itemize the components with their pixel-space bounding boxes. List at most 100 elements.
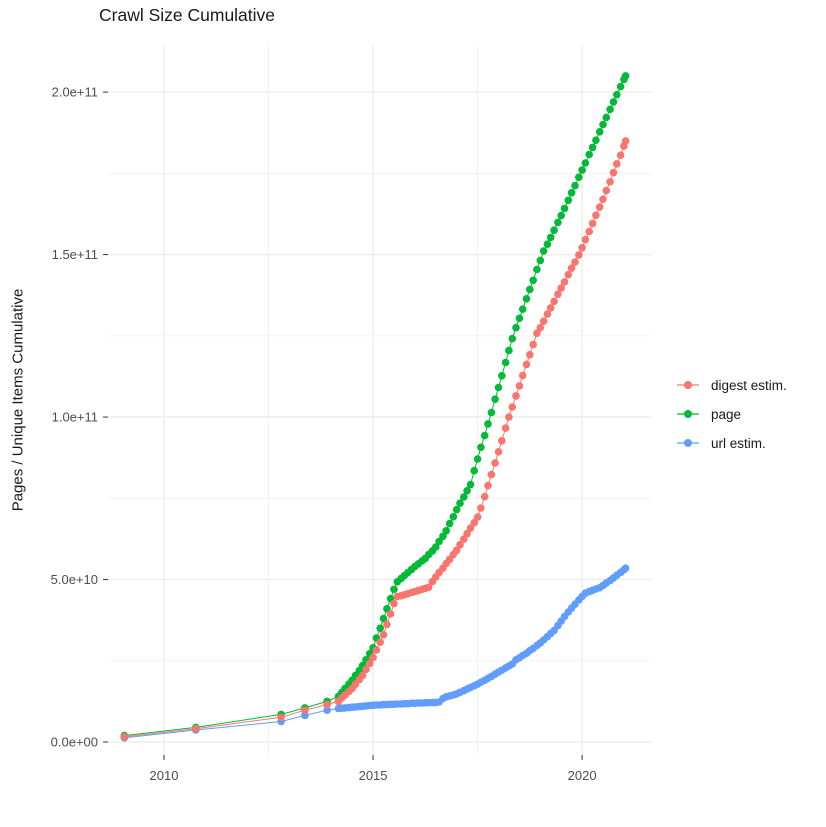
data-point-digest-estim — [599, 195, 607, 204]
data-point-digest-estim — [491, 459, 499, 467]
data-point-digest-estim — [487, 470, 496, 479]
data-point-page — [533, 265, 541, 274]
data-point-page — [606, 105, 614, 114]
legend-item-digest-estim: digest estim. — [676, 377, 787, 393]
data-point-digest-estim — [358, 671, 367, 680]
data-point-page — [376, 624, 385, 633]
data-point-digest-estim — [546, 304, 555, 312]
data-point-page — [445, 519, 454, 528]
series-digest-estim — [120, 137, 630, 741]
data-point-page — [518, 305, 527, 314]
data-point-page — [529, 276, 537, 285]
data-point-page — [484, 420, 492, 428]
data-point-page — [578, 166, 586, 174]
data-point-digest-estim — [595, 203, 604, 211]
data-point-digest-estim — [575, 251, 583, 259]
data-point-digest-estim — [554, 290, 562, 299]
data-point-digest-estim — [466, 524, 475, 532]
data-point-digest-estim — [376, 638, 385, 646]
data-point-digest-estim — [390, 599, 398, 608]
data-point-digest-estim — [379, 631, 388, 639]
data-point-digest-estim — [518, 371, 527, 380]
data-point-page — [564, 196, 573, 205]
data-point-digest-estim — [424, 583, 433, 592]
data-point-page — [449, 513, 458, 521]
data-point-digest-estim — [578, 244, 586, 252]
data-point-digest-estim — [369, 653, 377, 662]
legend-key-digest-estim — [677, 381, 699, 389]
data-point-page — [498, 372, 506, 380]
data-point-page — [599, 120, 607, 129]
data-point-page — [575, 173, 583, 182]
data-point-page — [581, 159, 590, 167]
y-tick-label: 0.0e+00 — [51, 735, 98, 750]
data-point-page — [463, 487, 471, 495]
data-point-digest-estim — [613, 160, 621, 168]
data-point-page — [501, 358, 510, 367]
data-point-digest-estim — [192, 724, 200, 733]
data-point-page — [526, 285, 534, 294]
data-point-page — [592, 136, 600, 144]
data-point-page — [390, 585, 398, 594]
data-point-page — [557, 211, 565, 220]
data-point-page — [432, 543, 440, 551]
data-point-digest-estim — [522, 360, 531, 369]
data-point-digest-estim — [567, 264, 576, 273]
data-point-digest-estim — [539, 317, 548, 326]
data-point-digest-estim — [470, 518, 479, 527]
data-point-page — [550, 226, 558, 234]
data-point-page — [536, 256, 545, 265]
legend-key-url-estim — [677, 439, 699, 447]
data-point-page — [554, 218, 562, 227]
data-point-page — [439, 532, 447, 541]
y-tick-label: 1.5e+11 — [52, 247, 98, 262]
y-tick-label: 1.0e+11 — [52, 410, 98, 425]
data-point-page — [512, 323, 520, 332]
data-point-page — [505, 346, 513, 355]
data-point-digest-estim — [543, 310, 552, 318]
data-point-page — [456, 499, 464, 508]
data-point-digest-estim — [365, 659, 374, 668]
data-point-digest-estim — [301, 706, 309, 714]
data-point-page — [613, 90, 621, 99]
data-point-page — [452, 505, 461, 514]
data-point-page — [435, 537, 443, 546]
data-point-page — [602, 113, 611, 122]
legend-item-page: page — [676, 406, 787, 422]
data-point-url-estim — [323, 706, 331, 714]
data-point-url-estim — [621, 564, 630, 572]
legend-item-url-estim: url estim. — [676, 435, 787, 451]
data-point-digest-estim — [536, 323, 545, 332]
data-point-page — [543, 240, 552, 248]
data-point-digest-estim — [505, 413, 513, 421]
x-tick-label: 2020 — [568, 768, 597, 783]
legend-label-digest-estim: digest estim. — [711, 377, 787, 393]
data-point-digest-estim — [498, 437, 506, 445]
data-point-digest-estim — [494, 448, 503, 456]
data-point-digest-estim — [533, 329, 541, 338]
data-point-digest-estim — [508, 403, 517, 411]
data-point-page — [539, 247, 548, 255]
data-point-digest-estim — [564, 270, 573, 279]
data-point-digest-estim — [585, 227, 593, 236]
legend: digest estim. page url estim. — [676, 377, 787, 451]
data-point-digest-estim — [616, 151, 625, 159]
grid-minor — [108, 45, 652, 755]
data-point-page — [515, 314, 524, 323]
data-point-page — [595, 128, 604, 136]
data-point-page — [442, 527, 451, 535]
data-point-digest-estim — [473, 513, 482, 521]
data-point-page — [379, 614, 388, 623]
data-point-page — [546, 233, 555, 242]
data-point-digest-estim — [323, 700, 331, 709]
data-point-digest-estim — [383, 620, 391, 629]
data-point-page — [473, 455, 482, 463]
data-point-page — [567, 189, 576, 197]
data-point-digest-estim — [386, 610, 395, 618]
data-point-page — [616, 82, 625, 91]
data-point-digest-estim — [452, 546, 461, 555]
data-point-page — [466, 480, 475, 489]
data-point-page — [621, 72, 630, 80]
